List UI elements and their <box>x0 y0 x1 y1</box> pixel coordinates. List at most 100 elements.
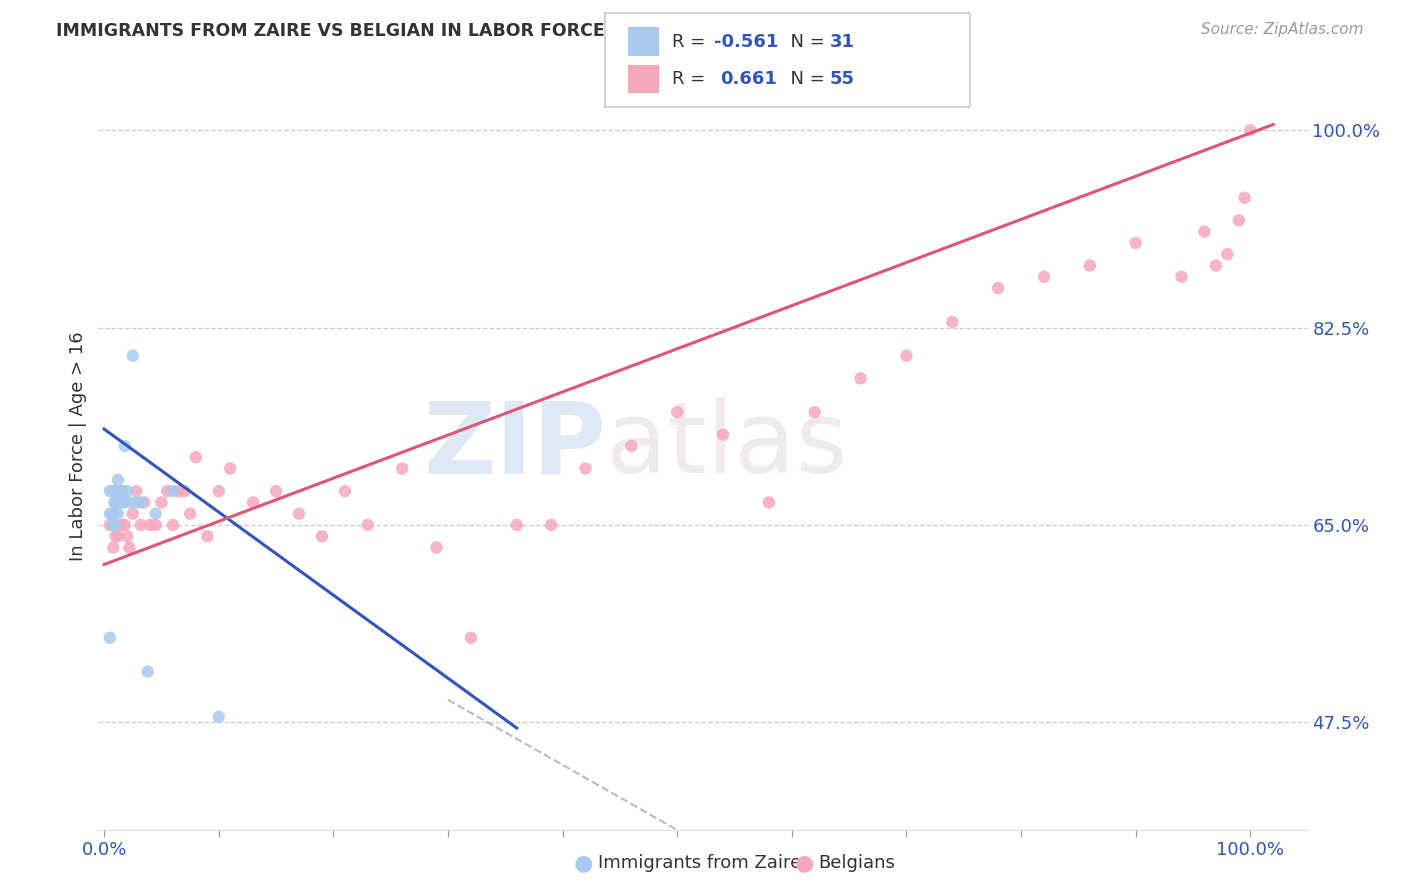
Point <box>167 484 190 499</box>
Point <box>425 541 447 555</box>
Point <box>118 541 141 555</box>
Text: ZIP: ZIP <box>423 398 606 494</box>
Text: Immigrants from Zaire: Immigrants from Zaire <box>598 855 801 872</box>
Point <box>125 495 148 509</box>
Point <box>107 473 129 487</box>
Point <box>391 461 413 475</box>
Point <box>118 495 141 509</box>
Point <box>104 495 127 509</box>
Point <box>162 518 184 533</box>
Point <box>114 518 136 533</box>
Point <box>129 518 152 533</box>
Point <box>103 484 125 499</box>
Point <box>98 484 121 499</box>
Point <box>460 631 482 645</box>
Text: N =: N = <box>779 33 831 51</box>
Point <box>104 484 127 499</box>
Point <box>208 710 231 724</box>
Point <box>540 518 562 533</box>
Point <box>134 495 156 509</box>
Point <box>156 484 179 499</box>
Point <box>941 315 963 329</box>
Point <box>987 281 1010 295</box>
Point <box>98 631 121 645</box>
Text: 0.661: 0.661 <box>720 70 776 87</box>
Text: R =: R = <box>672 70 711 87</box>
Text: ●: ● <box>574 854 593 873</box>
Point <box>108 484 131 499</box>
Point <box>104 529 127 543</box>
Point <box>162 484 184 499</box>
Point <box>110 495 132 509</box>
Point <box>758 495 780 509</box>
Point <box>711 427 734 442</box>
Text: -0.561: -0.561 <box>714 33 779 51</box>
Point <box>311 529 333 543</box>
Point <box>110 518 132 533</box>
Point <box>1233 191 1256 205</box>
Point <box>195 529 218 543</box>
Point <box>139 518 162 533</box>
Point <box>108 495 131 509</box>
Point <box>121 349 143 363</box>
Point <box>357 518 380 533</box>
Point <box>264 484 287 499</box>
Point <box>111 484 134 499</box>
Point <box>107 507 129 521</box>
Point <box>242 495 264 509</box>
Point <box>506 518 529 533</box>
Point <box>103 507 125 521</box>
Point <box>114 439 136 453</box>
Point <box>125 484 148 499</box>
Point <box>849 371 872 385</box>
Point <box>1239 123 1261 137</box>
Point <box>1216 247 1239 261</box>
Point <box>129 495 152 509</box>
Point <box>115 529 138 543</box>
Point <box>620 439 643 453</box>
Point <box>1125 235 1147 250</box>
Point <box>208 484 231 499</box>
Point <box>173 484 195 499</box>
Text: ●: ● <box>794 854 814 873</box>
Point <box>103 541 125 555</box>
Text: 31: 31 <box>830 33 855 51</box>
Text: N =: N = <box>779 70 831 87</box>
Point <box>98 507 121 521</box>
Point <box>101 518 124 533</box>
Point <box>666 405 689 419</box>
Point <box>110 484 132 499</box>
Point <box>1227 213 1250 227</box>
Point <box>115 484 138 499</box>
Y-axis label: In Labor Force | Age > 16: In Labor Force | Age > 16 <box>69 331 87 561</box>
Text: 55: 55 <box>830 70 855 87</box>
Point <box>104 518 127 533</box>
Point <box>145 507 167 521</box>
Point <box>896 349 918 363</box>
Point <box>105 495 128 509</box>
Point <box>179 507 201 521</box>
Point <box>803 405 825 419</box>
Point <box>184 450 207 465</box>
Point <box>112 495 135 509</box>
Text: IMMIGRANTS FROM ZAIRE VS BELGIAN IN LABOR FORCE | AGE > 16 CORRELATION CHART: IMMIGRANTS FROM ZAIRE VS BELGIAN IN LABO… <box>56 22 929 40</box>
Point <box>121 507 143 521</box>
Text: Source: ZipAtlas.com: Source: ZipAtlas.com <box>1201 22 1364 37</box>
Point <box>145 518 167 533</box>
Point <box>574 461 596 475</box>
Text: atlas: atlas <box>606 398 848 494</box>
Point <box>1033 269 1056 284</box>
Point <box>1078 259 1101 273</box>
Point <box>1194 225 1216 239</box>
Point <box>136 665 159 679</box>
Text: R =: R = <box>672 33 711 51</box>
Text: Belgians: Belgians <box>818 855 896 872</box>
Point <box>101 507 124 521</box>
Point <box>219 461 242 475</box>
Point <box>1170 269 1192 284</box>
Point <box>103 495 125 509</box>
Point <box>1205 259 1227 273</box>
Point <box>98 518 121 533</box>
Point <box>107 529 129 543</box>
Point <box>150 495 173 509</box>
